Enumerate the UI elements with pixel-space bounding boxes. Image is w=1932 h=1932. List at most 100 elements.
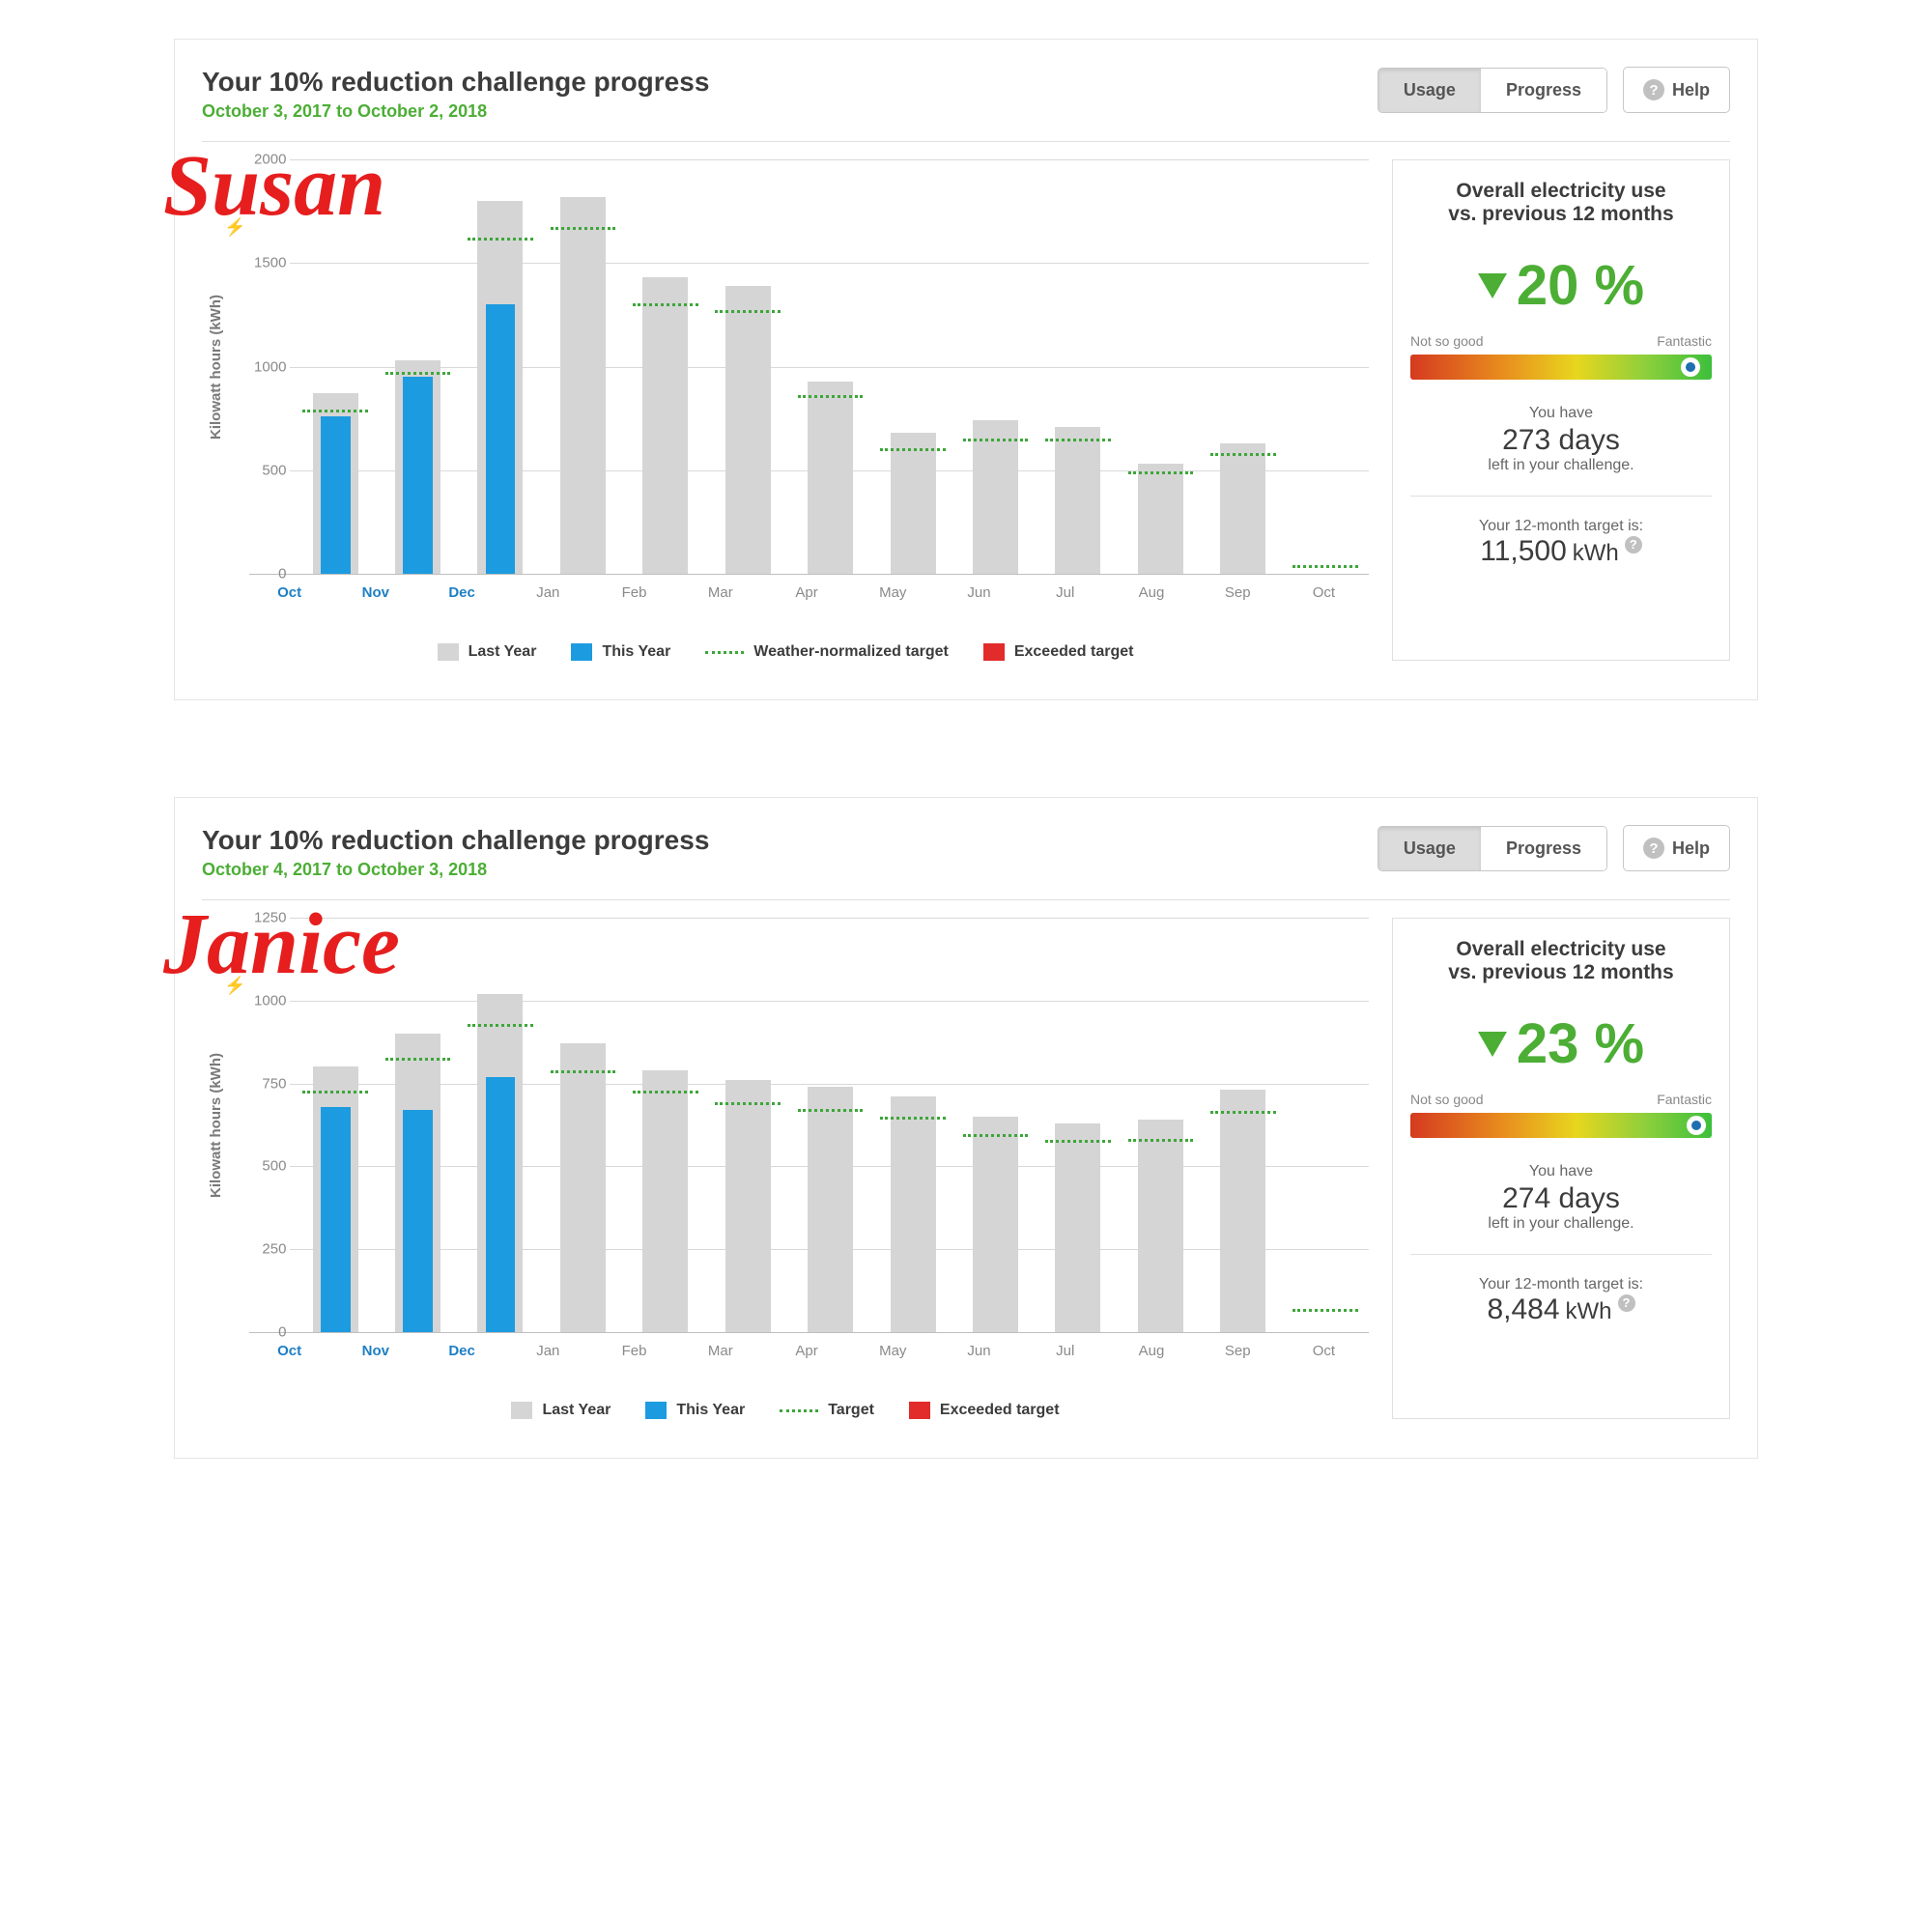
days-suffix: left in your challenge.	[1410, 457, 1712, 474]
target-unit: kWh	[1566, 1298, 1612, 1325]
bar-slot	[630, 159, 700, 574]
x-tick-label: Jun	[942, 584, 1016, 601]
x-tick-label: Jul	[1028, 1343, 1102, 1359]
x-tick-label: Jul	[1028, 584, 1102, 601]
x-tick-label: Nov	[338, 1343, 412, 1359]
help-label: Help	[1672, 80, 1710, 100]
header-controls: Usage Progress ? Help	[1378, 67, 1730, 113]
plot-area: 025050075010001250	[249, 918, 1369, 1333]
x-tick-label: Oct	[1287, 1343, 1361, 1359]
legend-this-year: This Year	[645, 1402, 745, 1419]
help-label: Help	[1672, 838, 1710, 859]
legend-last-year: Last Year	[511, 1402, 611, 1419]
gauge-labels: Not so good Fantastic	[1410, 333, 1712, 349]
header-controls: Usage Progress ? Help	[1378, 825, 1730, 871]
help-button[interactable]: ? Help	[1623, 825, 1730, 871]
challenge-panel: Your 10% reduction challenge progress Oc…	[174, 797, 1758, 1459]
bar-slot	[1125, 918, 1196, 1332]
bar-last-year	[642, 1070, 688, 1332]
x-tick-label: Feb	[597, 1343, 671, 1359]
tab-usage[interactable]: Usage	[1378, 69, 1481, 112]
help-button[interactable]: ? Help	[1623, 67, 1730, 113]
gauge-label-left: Not so good	[1410, 1092, 1484, 1107]
bar-slot	[1290, 918, 1360, 1332]
y-tick-label: 1500	[249, 255, 286, 271]
info-icon[interactable]: ?	[1625, 536, 1642, 554]
target-marker	[1210, 1111, 1276, 1114]
summary-heading: Overall electricity use vs. previous 12 …	[1410, 180, 1712, 226]
legend-exceeded: Exceeded target	[983, 643, 1134, 661]
x-tick-label: Oct	[252, 584, 327, 601]
target-marker	[385, 372, 451, 375]
y-tick-label: 1000	[249, 358, 286, 375]
panel-title: Your 10% reduction challenge progress	[202, 825, 709, 856]
summary-heading-line: vs. previous 12 months	[1448, 961, 1673, 983]
bolt-icon: ⚡	[224, 217, 245, 238]
x-tick-label: Jun	[942, 1343, 1016, 1359]
bar-slot	[960, 159, 1031, 574]
bar-slot	[1125, 159, 1196, 574]
x-tick-label: Oct	[252, 1343, 327, 1359]
bar-last-year	[1220, 443, 1265, 574]
chart-area: JaniceKilowatt hours (kWh)⚡0250500750100…	[202, 918, 1369, 1419]
x-tick-label: Mar	[683, 1343, 757, 1359]
x-tick-label: Feb	[597, 584, 671, 601]
x-tick-label: Dec	[424, 1343, 498, 1359]
x-tick-label: Jan	[511, 584, 585, 601]
swatch-icon	[780, 1409, 818, 1412]
target-marker	[1045, 439, 1111, 441]
target-marker	[715, 1102, 781, 1105]
target-marker	[1210, 453, 1276, 456]
tab-progress[interactable]: Progress	[1481, 827, 1606, 870]
swatch-icon	[438, 643, 459, 661]
x-tick-label: Aug	[1114, 584, 1188, 601]
plot-area: 0500100015002000	[249, 159, 1369, 575]
title-block: Your 10% reduction challenge progress Oc…	[202, 825, 709, 880]
tab-progress[interactable]: Progress	[1481, 69, 1606, 112]
bar-this-year	[321, 1107, 351, 1332]
bar-this-year	[321, 416, 351, 574]
target-marker	[302, 410, 368, 412]
x-tick-label: May	[856, 1343, 930, 1359]
bar-this-year	[403, 1110, 433, 1332]
legend-exceeded: Exceeded target	[909, 1402, 1060, 1419]
date-range: October 4, 2017 to October 3, 2018	[202, 860, 709, 880]
bar-slot	[1208, 159, 1278, 574]
gauge-label-right: Fantastic	[1657, 333, 1712, 349]
target-marker	[551, 1070, 616, 1073]
bar-last-year	[808, 1087, 853, 1332]
tab-usage[interactable]: Usage	[1378, 827, 1481, 870]
bar-slot	[1290, 159, 1360, 574]
percent-value: 20 %	[1517, 253, 1644, 318]
summary-heading: Overall electricity use vs. previous 12 …	[1410, 938, 1712, 984]
swatch-icon	[511, 1402, 532, 1419]
y-tick-label: 250	[249, 1241, 286, 1258]
panel-header: Your 10% reduction challenge progress Oc…	[202, 67, 1730, 142]
swatch-icon	[705, 651, 744, 654]
bar-slot	[1042, 159, 1113, 574]
x-tick-label: Apr	[769, 1343, 843, 1359]
bar-last-year	[808, 382, 853, 574]
x-tick-label: Nov	[338, 584, 412, 601]
info-icon[interactable]: ?	[1618, 1294, 1635, 1312]
bar-slot	[465, 159, 535, 574]
x-tick-row: OctNovDecJanFebMarAprMayJunJulAugSepOct	[252, 584, 1361, 601]
target-marker	[715, 310, 781, 313]
reduction-percent: 20 %	[1410, 253, 1712, 318]
bar-slot	[960, 918, 1031, 1332]
x-tick-label: Dec	[424, 584, 498, 601]
bar-slot	[383, 159, 453, 574]
legend-label: Exceeded target	[940, 1402, 1060, 1419]
bar-slot	[548, 159, 618, 574]
chart-outer: Kilowatt hours (kWh)⚡025050075010001250	[202, 918, 1369, 1333]
divider	[1410, 1254, 1712, 1255]
panel-header: Your 10% reduction challenge progress Oc…	[202, 825, 1730, 900]
y-tick-label: 750	[249, 1075, 286, 1092]
target-marker	[963, 1134, 1029, 1137]
bar-slot	[877, 918, 948, 1332]
legend-this-year: This Year	[571, 643, 670, 661]
target-marker	[468, 238, 533, 241]
days-remaining: 274 days	[1410, 1182, 1712, 1215]
chart-legend: Last Year This Year Weather-normalized t…	[202, 643, 1369, 661]
gauge-label-right: Fantastic	[1657, 1092, 1712, 1107]
